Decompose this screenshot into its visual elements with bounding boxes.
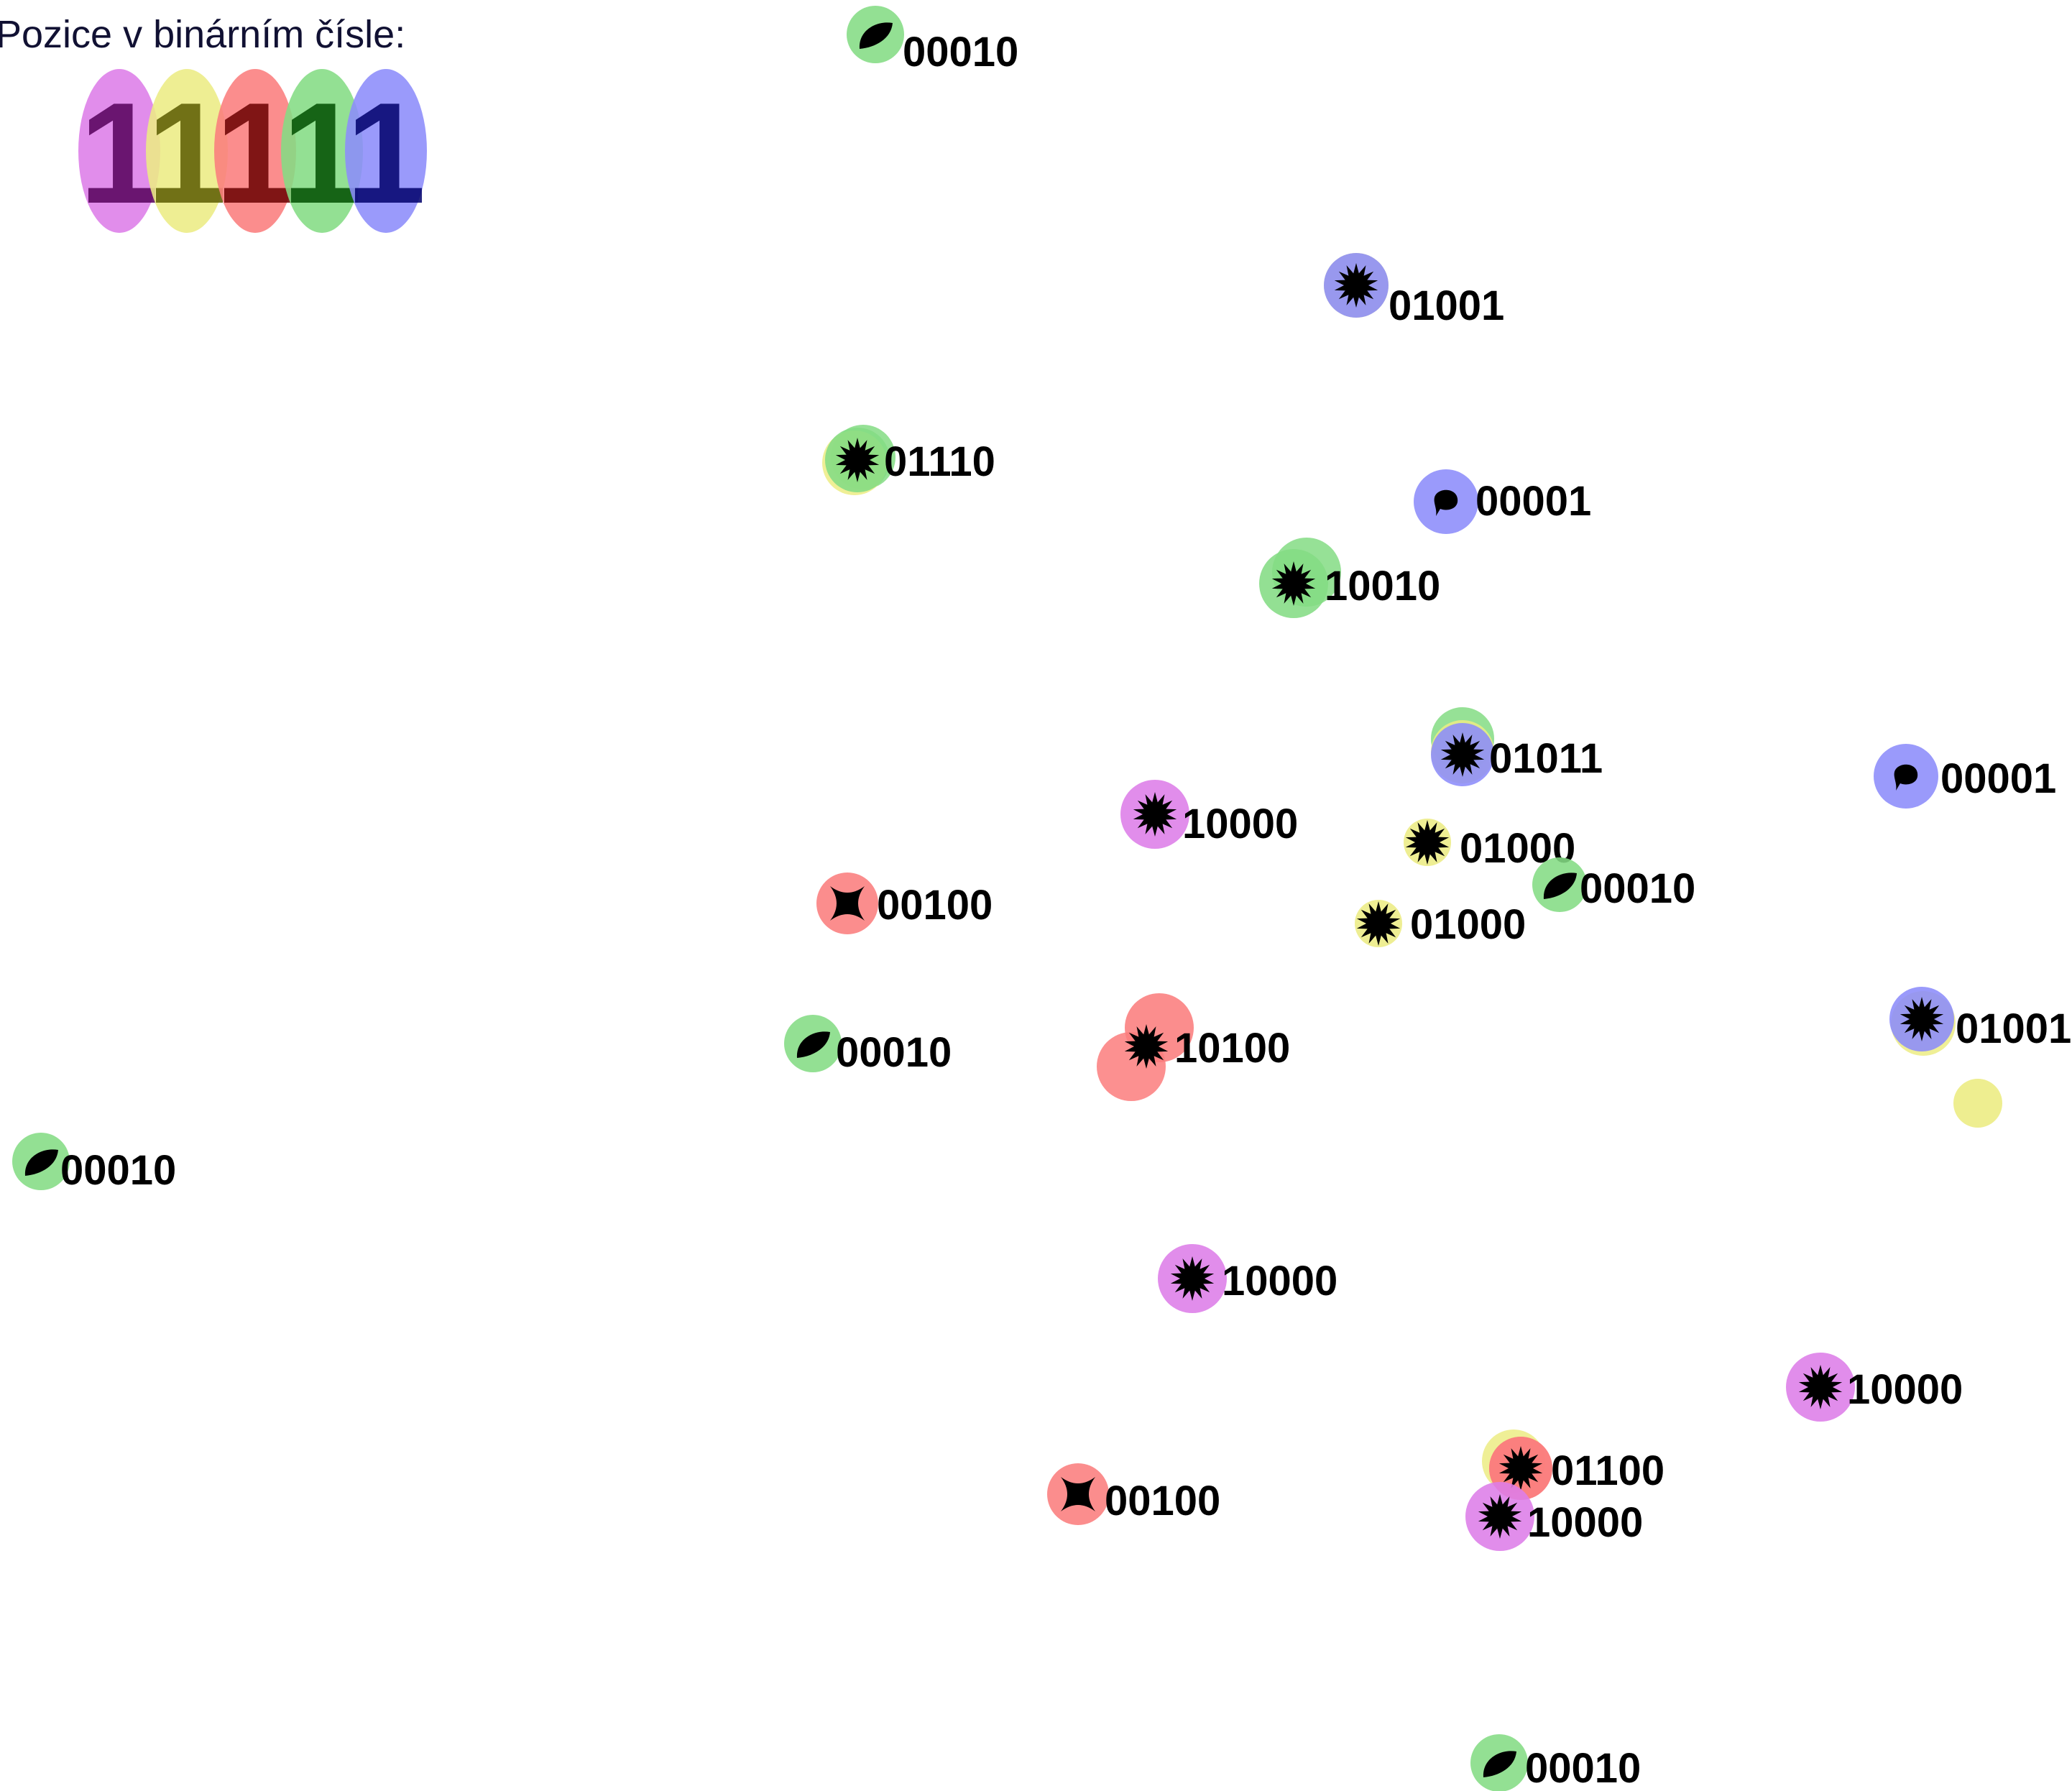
node: 00010 bbox=[784, 1015, 952, 1076]
node-label: 00010 bbox=[903, 29, 1018, 75]
starburst-icon bbox=[1170, 1256, 1215, 1301]
legend-ellipse bbox=[345, 69, 427, 233]
node: 10100 bbox=[1097, 993, 1290, 1101]
node-label: 10010 bbox=[1325, 563, 1440, 609]
starburst-icon bbox=[1133, 792, 1177, 837]
node: 10000 bbox=[1786, 1353, 1963, 1422]
starburst-icon bbox=[1498, 1446, 1543, 1491]
node: 10000 bbox=[1120, 780, 1298, 849]
node-label: 00001 bbox=[1475, 478, 1591, 525]
node: 00010 bbox=[12, 1133, 176, 1194]
node-label: 00100 bbox=[877, 882, 993, 929]
leaf-icon bbox=[1483, 1751, 1516, 1777]
node-label: 00010 bbox=[60, 1147, 176, 1194]
leaf-icon bbox=[859, 22, 893, 49]
leaf-icon bbox=[796, 1031, 830, 1058]
node: 00010 bbox=[1470, 1734, 1641, 1791]
legend-title: Pozice v binárním čísle: bbox=[0, 13, 405, 56]
node: 01000 bbox=[1404, 819, 1575, 872]
node: 01000 bbox=[1355, 900, 1526, 948]
leaf-icon bbox=[24, 1149, 58, 1176]
node-label: 01000 bbox=[1410, 901, 1526, 948]
node-label: 10000 bbox=[1847, 1366, 1963, 1413]
node: 01110 bbox=[822, 425, 995, 495]
starburst-icon bbox=[1798, 1365, 1843, 1409]
node-label: 01001 bbox=[1389, 282, 1504, 329]
node: 10000 bbox=[1465, 1482, 1643, 1551]
node: 01001 bbox=[1324, 253, 1504, 329]
starburst-icon bbox=[835, 438, 880, 482]
node-label: 01011 bbox=[1489, 735, 1603, 782]
node: 00010 bbox=[1532, 857, 1695, 912]
legend-digit-text: 1 bbox=[346, 73, 425, 234]
node: 00001 bbox=[1414, 469, 1591, 534]
starburst-icon bbox=[1900, 997, 1944, 1041]
node: 01100 bbox=[1482, 1429, 1664, 1500]
node: 00100 bbox=[816, 873, 993, 934]
starburst-icon bbox=[1271, 561, 1316, 606]
legend-ellipse bbox=[146, 69, 228, 233]
node-label: 01001 bbox=[1956, 1005, 2071, 1052]
node: 00100 bbox=[1047, 1463, 1220, 1525]
starburst-icon bbox=[1478, 1494, 1522, 1539]
node-label: 00001 bbox=[1940, 755, 2056, 802]
node-label: 10000 bbox=[1222, 1258, 1337, 1304]
drop-icon bbox=[1894, 764, 1918, 791]
starburst-icon bbox=[1124, 1024, 1169, 1069]
node-label: 00010 bbox=[1525, 1745, 1641, 1791]
legend-ellipse bbox=[281, 69, 363, 233]
node-label: 10000 bbox=[1182, 801, 1298, 847]
node-label: 10100 bbox=[1174, 1025, 1290, 1072]
legend-ellipse bbox=[78, 69, 160, 233]
node-label: 00010 bbox=[1580, 865, 1695, 912]
node bbox=[1953, 1079, 2002, 1128]
node-label: 01100 bbox=[1551, 1447, 1664, 1494]
node: 10010 bbox=[1259, 538, 1440, 618]
node-label: 00010 bbox=[836, 1029, 952, 1076]
node-label: 10000 bbox=[1527, 1499, 1643, 1546]
node-label: 01110 bbox=[884, 438, 995, 485]
starburst-icon bbox=[1356, 901, 1401, 946]
legend-ellipse bbox=[214, 69, 296, 233]
node: 01011 bbox=[1431, 707, 1603, 786]
node: 00010 bbox=[847, 6, 1018, 75]
starburst-icon bbox=[1334, 263, 1378, 308]
node-layer: 00010 01001 01110 00001 10010 01011 00001 10000… bbox=[12, 6, 2071, 1791]
starburst-icon bbox=[1440, 732, 1485, 777]
legend-digit-2: 1 bbox=[146, 69, 228, 234]
node: 10000 bbox=[1158, 1244, 1337, 1313]
starburst-icon bbox=[1405, 820, 1450, 865]
node: 00001 bbox=[1874, 744, 2056, 809]
node-label: 00100 bbox=[1105, 1478, 1220, 1524]
cross-icon bbox=[830, 886, 865, 921]
node-dot bbox=[1953, 1079, 2002, 1128]
legend-digit-5: 1 bbox=[345, 69, 427, 234]
cross-icon bbox=[1061, 1477, 1095, 1511]
drop-icon bbox=[1434, 489, 1458, 516]
node: 01001 bbox=[1889, 987, 2071, 1056]
leaf-icon bbox=[1543, 873, 1577, 899]
legend-digit-text: 1 bbox=[147, 73, 226, 234]
